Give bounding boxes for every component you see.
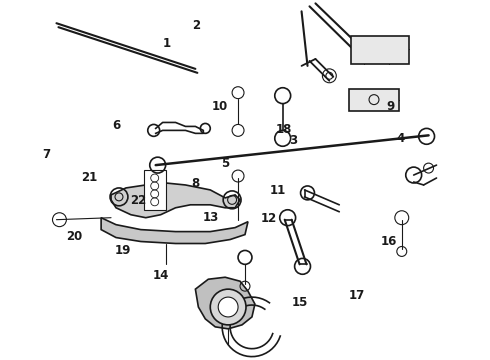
Text: 14: 14 [153, 269, 170, 282]
Text: 5: 5 [221, 157, 230, 170]
Text: 17: 17 [349, 288, 365, 302]
Bar [349, 89, 399, 111]
Text: 3: 3 [290, 134, 298, 147]
Text: 1: 1 [163, 37, 172, 50]
Text: 6: 6 [112, 119, 120, 132]
Polygon shape [101, 218, 248, 243]
Text: 8: 8 [191, 177, 199, 190]
Text: 13: 13 [203, 211, 219, 224]
Bar [144, 170, 166, 210]
Polygon shape [196, 277, 255, 329]
Text: 7: 7 [43, 148, 50, 162]
Text: 10: 10 [212, 100, 228, 113]
Bar [351, 36, 409, 64]
Text: 9: 9 [387, 100, 395, 113]
Circle shape [218, 297, 238, 317]
Text: 21: 21 [81, 171, 98, 184]
Polygon shape [111, 183, 240, 218]
Text: 12: 12 [260, 212, 276, 225]
Circle shape [210, 289, 246, 325]
Text: 22: 22 [130, 194, 146, 207]
Text: 18: 18 [276, 123, 292, 136]
Text: 15: 15 [291, 296, 308, 309]
Text: 20: 20 [66, 230, 82, 243]
Text: 11: 11 [270, 184, 286, 197]
Text: 16: 16 [380, 235, 396, 248]
Text: 4: 4 [396, 132, 405, 145]
Text: 19: 19 [114, 244, 131, 257]
Text: 2: 2 [192, 19, 200, 32]
